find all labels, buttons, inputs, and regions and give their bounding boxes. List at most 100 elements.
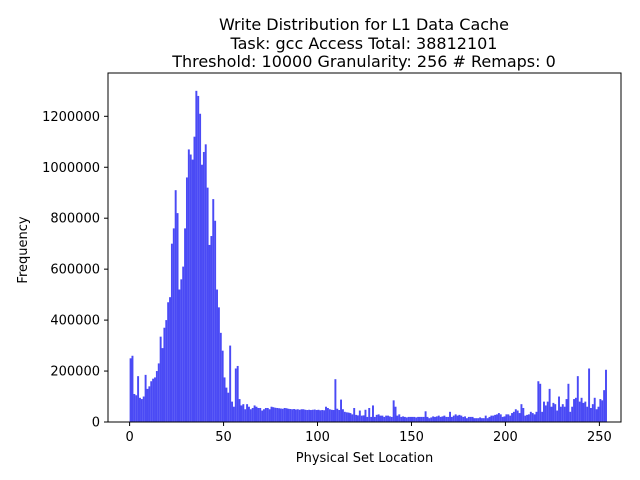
histogram-bar — [283, 407, 286, 422]
histogram-bar — [210, 236, 213, 422]
histogram-bar — [492, 415, 495, 422]
histogram-bar — [400, 416, 403, 422]
histogram-bar — [490, 415, 493, 422]
histogram-bar — [263, 409, 265, 422]
histogram-bar — [306, 410, 309, 422]
histogram-bar — [232, 406, 235, 422]
histogram-bar — [341, 409, 344, 422]
histogram-bar — [174, 190, 177, 422]
histogram-bar — [559, 406, 562, 422]
histogram-bar — [377, 414, 380, 422]
histogram-bar — [356, 415, 359, 422]
x-axis-label: Physical Set Location — [296, 451, 433, 466]
histogram-bar — [157, 363, 160, 422]
histogram-bar — [300, 409, 303, 422]
histogram-bar — [565, 399, 568, 422]
histogram-bar — [511, 413, 513, 422]
histogram-bar — [330, 409, 333, 422]
x-tick-label: 150 — [399, 430, 424, 445]
histogram-bar — [582, 402, 585, 422]
histogram-bar — [360, 415, 363, 422]
histogram-bar — [499, 414, 502, 422]
histogram-bar — [336, 408, 339, 422]
histogram-bar — [460, 415, 463, 422]
histogram-bar — [432, 416, 435, 422]
histogram-bar — [319, 410, 322, 422]
histogram-bar — [531, 413, 534, 422]
histogram-bar — [154, 377, 156, 422]
histogram-bar — [580, 397, 583, 422]
histogram-bar — [247, 406, 250, 422]
y-tick-label: 400000 — [50, 314, 100, 329]
histogram-bar — [409, 416, 412, 422]
histogram-bar — [379, 415, 382, 422]
histogram-bar — [556, 410, 559, 422]
histogram-bar — [588, 368, 591, 422]
histogram-bar — [546, 401, 549, 422]
plot-frame — [107, 72, 622, 423]
histogram-bar — [294, 409, 297, 422]
histogram-bar — [469, 416, 472, 422]
chart-title-line-2: Task: gcc Access Total: 38812101 — [230, 34, 498, 53]
histogram-bar — [311, 409, 314, 422]
histogram-bar — [522, 407, 525, 422]
histogram-bar — [255, 406, 258, 422]
histogram-bar — [422, 416, 425, 422]
histogram-bar — [334, 379, 337, 422]
histogram-bar — [170, 243, 173, 422]
histogram-bar — [308, 409, 311, 422]
histogram-bar — [481, 418, 483, 422]
histogram-bar — [428, 418, 431, 422]
histogram-bar — [302, 409, 305, 422]
histogram-bar — [591, 404, 594, 422]
histogram-bar — [471, 416, 474, 422]
histogram-bar — [390, 416, 393, 422]
histogram-bar — [155, 371, 158, 422]
histogram-bar — [473, 418, 476, 422]
histogram-bar — [133, 393, 136, 422]
histogram-bar — [465, 418, 468, 422]
histogram-bar — [529, 411, 532, 422]
histogram-bar — [576, 376, 579, 422]
histogram-bar — [512, 411, 515, 422]
histogram-bar — [524, 415, 527, 422]
histogram-bar — [165, 320, 168, 422]
histogram-bar — [368, 407, 371, 422]
histogram-bar — [475, 418, 478, 422]
x-tick-label: 100 — [305, 430, 330, 445]
histogram-bar — [507, 414, 510, 422]
histogram-bar — [503, 416, 506, 422]
histogram-bar — [477, 418, 480, 422]
histogram-bar — [385, 415, 388, 422]
histogram-bar — [415, 417, 418, 422]
histogram-bar — [142, 396, 145, 422]
histogram-bar — [484, 415, 487, 422]
histogram-bar — [563, 406, 566, 422]
histogram-bar — [439, 416, 442, 422]
x-tick-label: 250 — [587, 430, 612, 445]
histogram-bar — [561, 404, 564, 422]
histogram-bar — [313, 409, 316, 422]
histogram-bar — [332, 410, 335, 422]
histogram-bar — [249, 409, 252, 422]
histogram-bar — [259, 407, 262, 422]
histogram-bar — [217, 307, 220, 422]
histogram-bar — [430, 417, 433, 422]
histogram-bar — [291, 409, 294, 422]
histogram-bar — [467, 416, 470, 422]
histogram-bar — [328, 409, 331, 422]
histogram-bar — [208, 244, 211, 422]
histogram-bar — [182, 266, 185, 422]
histogram-bar — [381, 415, 384, 422]
histogram-bar — [325, 406, 327, 422]
histogram-bar — [349, 413, 352, 422]
y-tick-label: 800000 — [50, 212, 100, 227]
histogram-bar — [189, 154, 192, 422]
histogram-bar — [420, 416, 423, 422]
histogram-bar — [191, 159, 194, 423]
histogram-bar — [447, 416, 450, 422]
histogram-bar — [242, 404, 245, 422]
histogram-bar — [172, 228, 175, 422]
histogram-bar — [289, 409, 292, 422]
histogram-bar — [544, 405, 547, 422]
